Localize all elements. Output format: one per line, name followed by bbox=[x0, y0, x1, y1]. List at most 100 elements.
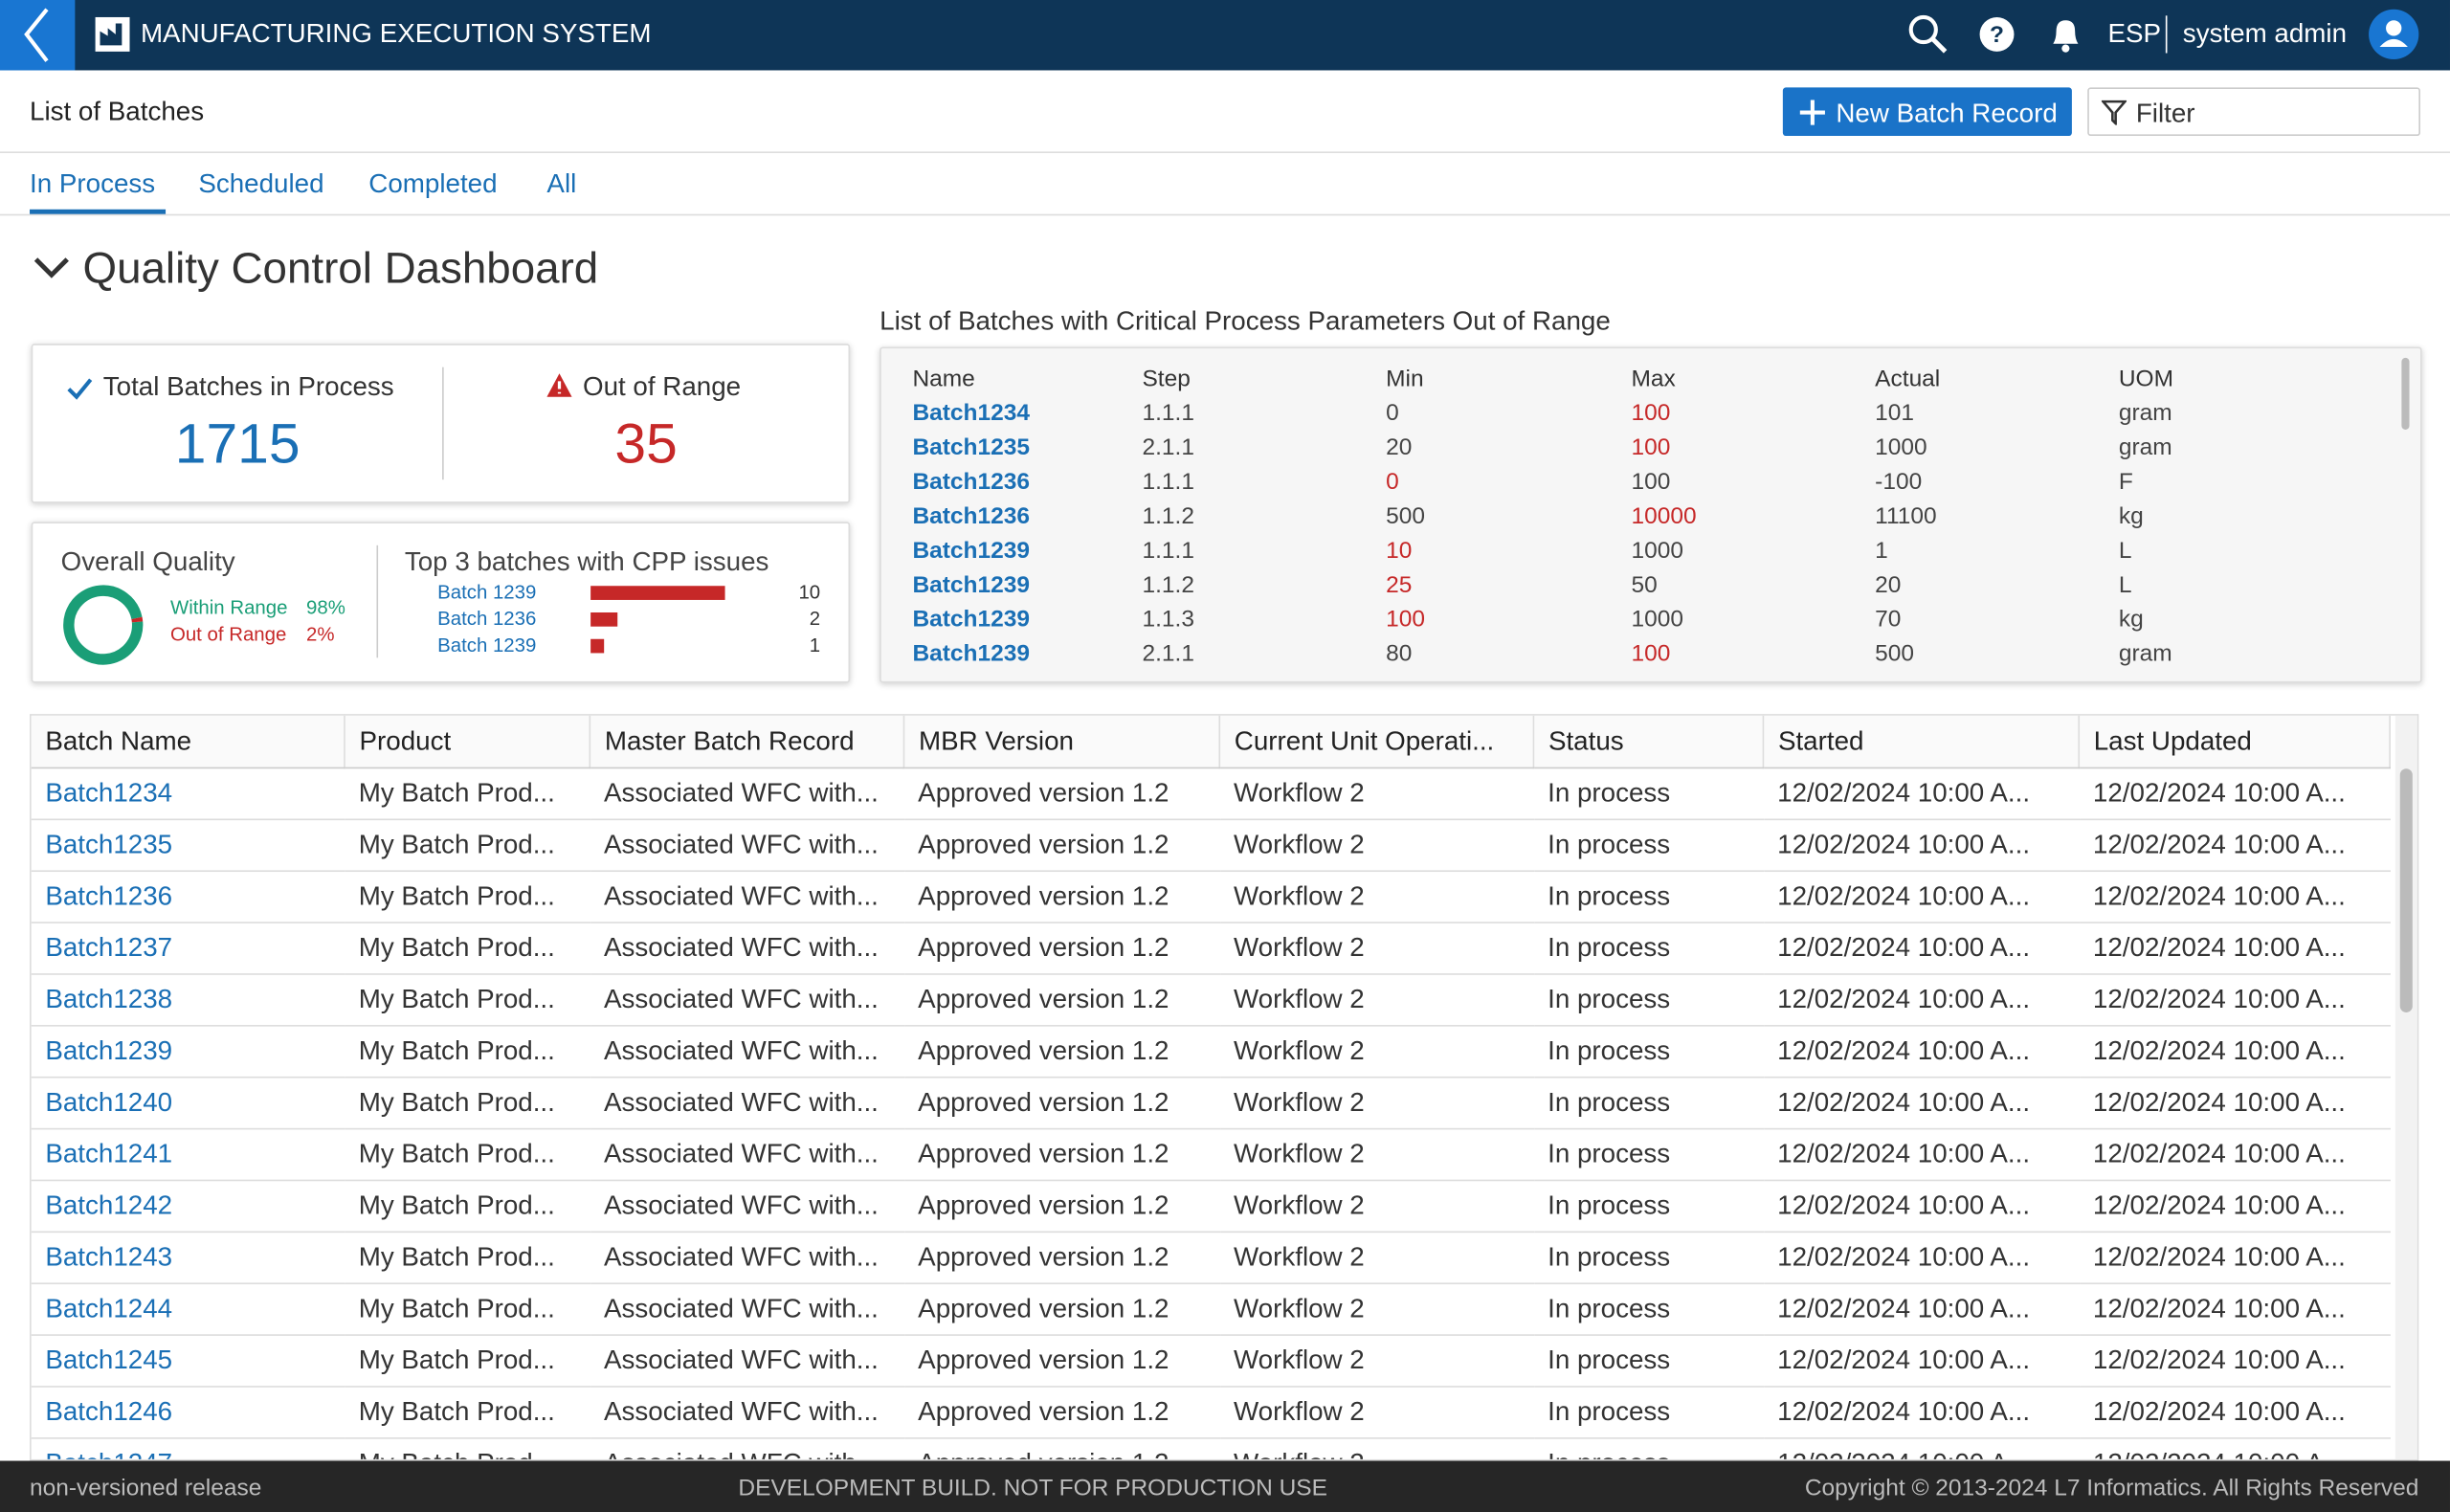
table-cell: Workflow 2 bbox=[1219, 1129, 1533, 1181]
divider bbox=[0, 214, 2450, 216]
cpp-table: NameStepMinMaxActualUOMBatch12341.1.1010… bbox=[880, 346, 2421, 682]
cpp-cell: L bbox=[2119, 538, 2132, 565]
cpp-cell: 100 bbox=[1631, 640, 1670, 667]
table-cell: 12/02/2024 10:00 A... bbox=[2079, 1129, 2390, 1181]
table-cell: Approved version 1.2 bbox=[903, 1438, 1219, 1461]
bar-label[interactable]: Batch 1239 bbox=[437, 582, 536, 603]
table-cell: Approved version 1.2 bbox=[903, 1232, 1219, 1283]
warning-icon bbox=[546, 372, 573, 400]
app-title: MANUFACTURING EXECUTION SYSTEM bbox=[141, 19, 652, 51]
legend-value: 98% bbox=[306, 597, 345, 619]
table-cell: 12/02/2024 10:00 A... bbox=[1763, 1438, 2079, 1461]
batch-link[interactable]: Batch1239 bbox=[912, 538, 1030, 565]
cpp-cell: 70 bbox=[1875, 606, 1901, 633]
bar-value: 10 bbox=[798, 582, 820, 603]
column-header[interactable]: Master Batch Record bbox=[590, 716, 903, 768]
table-cell: 12/02/2024 10:00 A... bbox=[1763, 819, 2079, 871]
cpp-cell: 2.1.1 bbox=[1142, 434, 1193, 461]
table-cell: Associated WFC with... bbox=[590, 1180, 903, 1232]
batch-link[interactable]: Batch1246 bbox=[32, 1387, 345, 1438]
bar-label[interactable]: Batch 1239 bbox=[437, 635, 536, 656]
tab[interactable]: In Process bbox=[30, 168, 155, 200]
column-header[interactable]: MBR Version bbox=[903, 716, 1219, 768]
table-cell: 12/02/2024 10:00 A... bbox=[1763, 923, 2079, 974]
table-cell: Workflow 2 bbox=[1219, 819, 1533, 871]
tab[interactable]: All bbox=[546, 168, 576, 200]
table-cell: My Batch Prod... bbox=[345, 923, 590, 974]
column-header[interactable]: Last Updated bbox=[2079, 716, 2390, 768]
batch-link[interactable]: Batch1239 bbox=[32, 1026, 345, 1078]
user-avatar[interactable] bbox=[2367, 8, 2420, 61]
column-header[interactable]: Product bbox=[345, 716, 590, 768]
footer-right: Copyright © 2013-2024 L7 Informatics. Al… bbox=[1805, 1475, 2419, 1501]
batch-link[interactable]: Batch1239 bbox=[912, 640, 1030, 667]
batch-link[interactable]: Batch1235 bbox=[32, 819, 345, 871]
table-cell: Associated WFC with... bbox=[590, 767, 903, 819]
batch-link[interactable]: Batch1235 bbox=[912, 434, 1030, 461]
table-cell: 12/02/2024 10:00 A... bbox=[1763, 1026, 2079, 1078]
table-cell: 12/02/2024 10:00 A... bbox=[2079, 1283, 2390, 1335]
notifications-icon[interactable] bbox=[2048, 14, 2082, 55]
table-cell: Associated WFC with... bbox=[590, 1232, 903, 1283]
donut-segment bbox=[66, 588, 141, 662]
collapse-icon[interactable] bbox=[32, 250, 76, 287]
scrollbar[interactable] bbox=[2400, 768, 2413, 1012]
help-icon[interactable]: ? bbox=[1978, 15, 2016, 53]
column-header[interactable]: Current Unit Operati... bbox=[1219, 716, 1533, 768]
batch-link[interactable]: Batch1234 bbox=[32, 767, 345, 819]
bar-label[interactable]: Batch 1236 bbox=[437, 609, 536, 630]
plus-icon bbox=[1798, 99, 1826, 126]
table-cell: Workflow 2 bbox=[1219, 1335, 1533, 1387]
batch-link[interactable]: Batch1238 bbox=[32, 974, 345, 1026]
language-selector[interactable]: ESP bbox=[2107, 19, 2161, 51]
scrollbar[interactable] bbox=[2401, 358, 2409, 430]
table-cell: My Batch Prod... bbox=[345, 974, 590, 1026]
new-batch-button[interactable]: New Batch Record bbox=[1783, 87, 2072, 136]
table-row: Batch1242My Batch Prod...Associated WFC … bbox=[32, 1180, 2390, 1232]
cpp-header: Step bbox=[1142, 366, 1190, 392]
batch-link[interactable]: Batch1243 bbox=[32, 1232, 345, 1283]
batch-link[interactable]: Batch1236 bbox=[912, 503, 1030, 530]
table-cell: Workflow 2 bbox=[1219, 1180, 1533, 1232]
table-cell: Associated WFC with... bbox=[590, 1078, 903, 1129]
batch-link[interactable]: Batch1245 bbox=[32, 1335, 345, 1387]
back-button[interactable] bbox=[0, 0, 75, 70]
table-cell: In process bbox=[1533, 1129, 1763, 1181]
batch-link[interactable]: Batch1236 bbox=[32, 871, 345, 923]
cpp-cell: 80 bbox=[1386, 640, 1412, 667]
column-header[interactable]: Batch Name bbox=[32, 716, 345, 768]
footer: non-versioned release DEVELOPMENT BUILD.… bbox=[0, 1461, 2450, 1512]
batch-link[interactable]: Batch1234 bbox=[912, 400, 1030, 427]
divider bbox=[376, 545, 378, 658]
tab[interactable]: Scheduled bbox=[198, 168, 323, 200]
batch-link[interactable]: Batch1237 bbox=[32, 923, 345, 974]
user-name[interactable]: system admin bbox=[2183, 19, 2347, 51]
batch-link[interactable]: Batch1244 bbox=[32, 1283, 345, 1335]
table-cell: My Batch Prod... bbox=[345, 1026, 590, 1078]
cpp-cell: 100 bbox=[1386, 606, 1425, 633]
batch-link[interactable]: Batch1239 bbox=[912, 606, 1030, 633]
batch-link[interactable]: Batch1240 bbox=[32, 1078, 345, 1129]
batch-link[interactable]: Batch1241 bbox=[32, 1129, 345, 1181]
batch-link[interactable]: Batch1247 bbox=[32, 1438, 345, 1461]
search-icon[interactable] bbox=[1906, 12, 1950, 56]
table-cell: Associated WFC with... bbox=[590, 1283, 903, 1335]
table-cell: In process bbox=[1533, 819, 1763, 871]
batch-link[interactable]: Batch1242 bbox=[32, 1180, 345, 1232]
tab[interactable]: Completed bbox=[368, 168, 497, 200]
batch-link[interactable]: Batch1236 bbox=[912, 469, 1030, 496]
table-cell: Associated WFC with... bbox=[590, 974, 903, 1026]
filter-input[interactable]: Filter bbox=[2087, 87, 2420, 136]
table-cell: In process bbox=[1533, 1078, 1763, 1129]
table-cell: Approved version 1.2 bbox=[903, 1283, 1219, 1335]
column-header[interactable]: Status bbox=[1533, 716, 1763, 768]
table-cell: Approved version 1.2 bbox=[903, 974, 1219, 1026]
bar bbox=[590, 586, 724, 600]
column-header[interactable]: Started bbox=[1763, 716, 2079, 768]
batch-link[interactable]: Batch1239 bbox=[912, 572, 1030, 599]
table-cell: 12/02/2024 10:00 A... bbox=[1763, 871, 2079, 923]
cpp-cell: 100 bbox=[1631, 400, 1670, 427]
table-cell: Associated WFC with... bbox=[590, 1335, 903, 1387]
cpp-cell: 0 bbox=[1386, 400, 1399, 427]
